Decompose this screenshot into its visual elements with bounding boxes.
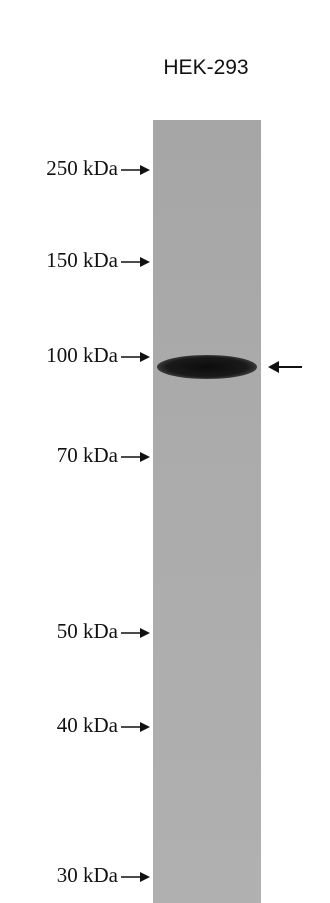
- arrow-head: [140, 628, 150, 638]
- marker-arrow: [121, 872, 150, 882]
- marker-label: 30 kDa: [57, 863, 119, 887]
- marker-arrow: [121, 257, 150, 267]
- gel-lane: [153, 120, 261, 903]
- arrow-head: [140, 165, 150, 175]
- marker-arrow: [121, 165, 150, 175]
- arrow-head: [140, 872, 150, 882]
- watermark: WWW.PTGLAB.COM: [52, 244, 106, 777]
- marker-label: 150 kDa: [46, 248, 118, 272]
- arrow-head: [140, 352, 150, 362]
- marker-arrow: [121, 352, 150, 362]
- marker-arrow: [121, 452, 150, 462]
- marker-arrow: [121, 628, 150, 638]
- marker-label: 70 kDa: [57, 443, 119, 467]
- band-arrow: [268, 361, 302, 373]
- marker-label: 40 kDa: [57, 713, 119, 737]
- marker-label: 50 kDa: [57, 619, 119, 643]
- lane-label: HEK-293: [163, 56, 248, 79]
- arrow-head: [140, 257, 150, 267]
- protein-band: [157, 355, 257, 379]
- marker-arrow: [121, 722, 150, 732]
- marker-label: 250 kDa: [46, 156, 118, 180]
- arrow-head: [140, 722, 150, 732]
- marker-label: 100 kDa: [46, 343, 118, 367]
- arrow-head: [140, 452, 150, 462]
